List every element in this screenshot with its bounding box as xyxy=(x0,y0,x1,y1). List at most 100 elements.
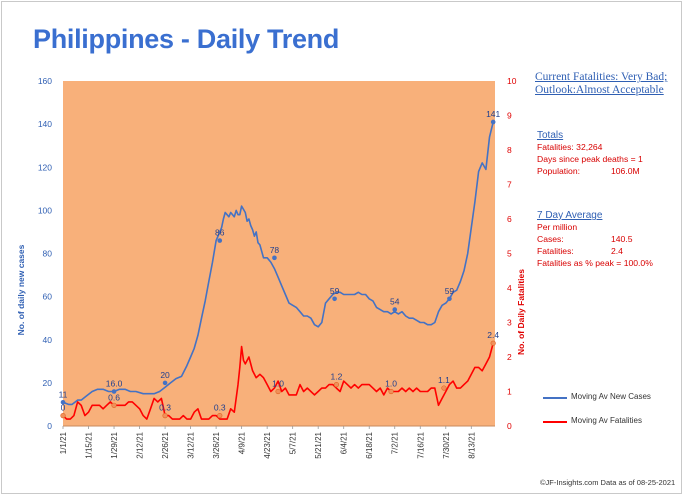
days-since-peak: Days since peak deaths = 1 xyxy=(537,154,643,164)
y2-tick-label: 10 xyxy=(507,76,517,86)
avg-fatalities-label: Fatalities: xyxy=(537,246,574,256)
fatalities-marker xyxy=(490,340,496,346)
fatalities-marker xyxy=(162,413,168,419)
plot-area xyxy=(63,81,495,426)
x-tick-label: 1/15/21 xyxy=(85,431,94,458)
fatalities-marker xyxy=(441,385,447,391)
cases-marker xyxy=(332,296,337,302)
x-tick-label: 7/30/21 xyxy=(442,431,451,458)
x-tick-label: 8/13/21 xyxy=(467,431,476,458)
totals-heading: Totals xyxy=(537,130,564,141)
x-tick-label: 4/23/21 xyxy=(263,431,272,458)
fatalities-marker xyxy=(111,402,117,408)
fatalities-data-label: 1.0 xyxy=(385,379,397,389)
average-heading: 7 Day Average xyxy=(537,210,603,221)
x-tick-label: 6/18/21 xyxy=(365,431,374,458)
x-tick-label: 1/1/21 xyxy=(59,431,68,454)
avg-fatalities-row: Fatalities: 2.4 xyxy=(537,245,677,257)
x-tick-label: 5/7/21 xyxy=(289,431,298,454)
y-tick-label: 20 xyxy=(43,378,53,388)
cases-marker xyxy=(447,296,452,302)
y2-tick-label: 4 xyxy=(507,283,512,293)
avg-cases-row: Cases: 140.5 xyxy=(537,233,677,245)
avg-cases-value: 140.5 xyxy=(611,234,633,244)
status-headline: Current Fatalities: Very Bad; Outlook:Al… xyxy=(535,71,668,96)
y2-tick-label: 8 xyxy=(507,145,512,155)
fatalities-marker xyxy=(60,413,66,419)
y-tick-label: 100 xyxy=(38,205,52,215)
y-tick-label: 140 xyxy=(38,119,52,129)
y2-tick-label: 3 xyxy=(507,318,512,328)
x-tick-label: 3/12/21 xyxy=(187,431,196,458)
y2-tick-label: 0 xyxy=(507,421,512,431)
total-fatalities: Fatalities: 32,264 xyxy=(537,142,603,152)
cases-marker xyxy=(60,399,66,405)
fatalities-marker xyxy=(333,382,340,388)
cases-marker xyxy=(490,119,496,125)
x-tick-label: 4/9/21 xyxy=(238,431,247,454)
x-tick-label: 5/21/21 xyxy=(314,431,323,458)
fatalities-data-label: 0.3 xyxy=(214,403,226,413)
fatalities-data-label: 1.1 xyxy=(438,375,450,385)
population-value: 106.0M xyxy=(611,166,640,176)
cases-data-label: 59 xyxy=(445,286,455,296)
y2-axis-label: No. of Daily Fatalities xyxy=(516,269,526,355)
pct-peak: Fatalities as % peak = 100.0% xyxy=(537,258,653,268)
fatalities-marker xyxy=(388,388,394,395)
cases-data-label: 11 xyxy=(59,389,68,399)
cases-data-label: 141 xyxy=(486,109,500,119)
footer-credit: ©JF-Insights.com Data as of 08-25-2021 xyxy=(540,478,676,487)
cases-series-line xyxy=(62,121,494,406)
x-tick-label: 6/4/21 xyxy=(340,431,349,454)
fatalities-data-label: 1.0 xyxy=(272,379,284,389)
y-tick-label: 40 xyxy=(43,335,53,345)
cases-marker xyxy=(111,389,117,394)
x-tick-label: 2/26/21 xyxy=(161,431,170,458)
fatalities-marker xyxy=(275,388,281,395)
fatalities-data-label: 2.4 xyxy=(487,330,499,340)
y-tick-label: 160 xyxy=(38,76,52,86)
cases-data-label: 54 xyxy=(390,297,400,307)
y2-tick-label: 6 xyxy=(507,214,512,224)
cases-data-label: 20 xyxy=(160,370,170,380)
page-title: Philippines - Daily Trend xyxy=(33,24,340,54)
cases-marker xyxy=(392,307,398,312)
legend-fatalities-label: Moving Av Fatalities xyxy=(571,416,642,425)
fatalities-data-label: 0 xyxy=(61,403,66,413)
fatalities-series-line xyxy=(62,342,494,420)
cases-marker xyxy=(217,238,223,243)
y2-tick-label: 1 xyxy=(507,387,512,397)
cases-data-label: 78 xyxy=(270,245,280,255)
y2-tick-label: 2 xyxy=(507,352,512,362)
x-tick-label: 3/26/21 xyxy=(212,431,221,458)
average-panel: 7 Day Average Per million Cases: 140.5 F… xyxy=(537,210,677,269)
y-tick-label: 60 xyxy=(43,292,53,302)
y-tick-label: 80 xyxy=(43,249,53,259)
avg-fatalities-value: 2.4 xyxy=(611,246,623,256)
totals-panel: Totals Fatalities: 32,264 Days since pea… xyxy=(537,130,677,177)
y2-tick-label: 9 xyxy=(507,111,512,121)
x-tick-label: 7/16/21 xyxy=(416,431,425,458)
population-label: Population: xyxy=(537,166,581,176)
y2-tick-label: 7 xyxy=(507,180,512,190)
legend-cases-swatch xyxy=(543,397,567,399)
x-tick-label: 7/2/21 xyxy=(391,431,400,454)
per-million-label: Per million xyxy=(537,222,578,232)
cases-data-label: 16.0 xyxy=(106,379,123,389)
status-panel: Current Fatalities: Very Bad; Outlook:Al… xyxy=(535,71,675,97)
cases-marker xyxy=(162,380,168,386)
avg-cases-label: Cases: xyxy=(537,234,564,244)
cases-data-label: 59 xyxy=(330,286,340,296)
population-row: Population: 106.0M xyxy=(537,165,677,177)
legend-cases-label: Moving Av New Cases xyxy=(571,392,651,401)
cases-data-label: 86 xyxy=(215,228,225,238)
y-tick-label: 0 xyxy=(47,421,52,431)
legend-fatalities-swatch xyxy=(543,421,567,423)
x-tick-label: 2/12/21 xyxy=(136,431,145,458)
cases-marker xyxy=(272,255,277,261)
fatalities-data-label: 1.2 xyxy=(331,372,343,382)
fatalities-data-label: 0.6 xyxy=(108,392,120,402)
y-tick-label: 120 xyxy=(38,162,52,172)
